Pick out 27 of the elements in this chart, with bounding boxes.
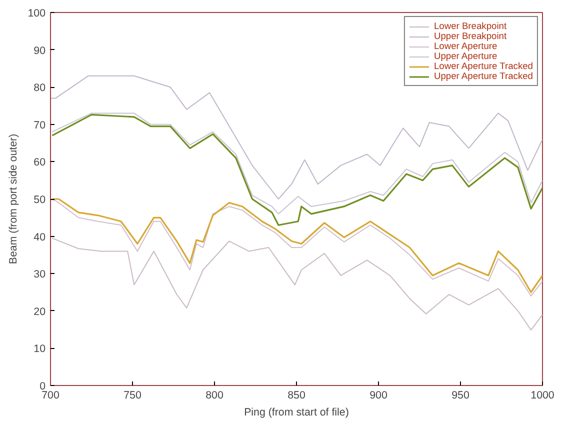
y-tick-label: 40 — [34, 231, 46, 244]
y-axis-title: Beam (from port side outer) — [8, 134, 20, 264]
y-tick-label: 100 — [28, 8, 46, 20]
legend-label: Upper Aperture — [434, 51, 498, 61]
x-tick-label: 800 — [206, 390, 224, 402]
legend-label: Upper Aperture Tracked — [434, 71, 533, 81]
x-tick-label: 1000 — [530, 390, 554, 402]
y-tick-label: 0 — [40, 380, 46, 392]
y-tick-label: 90 — [34, 44, 46, 57]
x-tick-label: 950 — [452, 390, 470, 402]
x-axis-title: Ping (from start of file) — [244, 406, 349, 418]
legend-label: Lower Aperture Tracked — [434, 61, 533, 71]
y-tick-label: 20 — [34, 306, 46, 318]
y-tick-label: 50 — [34, 194, 46, 206]
legend-label: Upper Breakpoint — [434, 31, 507, 41]
x-tick-label: 900 — [370, 390, 388, 402]
x-tick-label: 700 — [42, 390, 60, 402]
x-tick-label: 750 — [124, 390, 142, 402]
x-tick-label: 850 — [288, 390, 306, 402]
line-series — [52, 238, 542, 330]
y-tick-label: 10 — [34, 343, 46, 356]
y-tick-label: 80 — [34, 82, 46, 94]
legend-label: Lower Breakpoint — [434, 21, 507, 31]
y-tick-label: 30 — [34, 268, 46, 281]
legend-label: Lower Aperture — [434, 41, 498, 51]
y-tick-label: 60 — [34, 156, 46, 169]
y-tick-label: 70 — [34, 119, 46, 132]
